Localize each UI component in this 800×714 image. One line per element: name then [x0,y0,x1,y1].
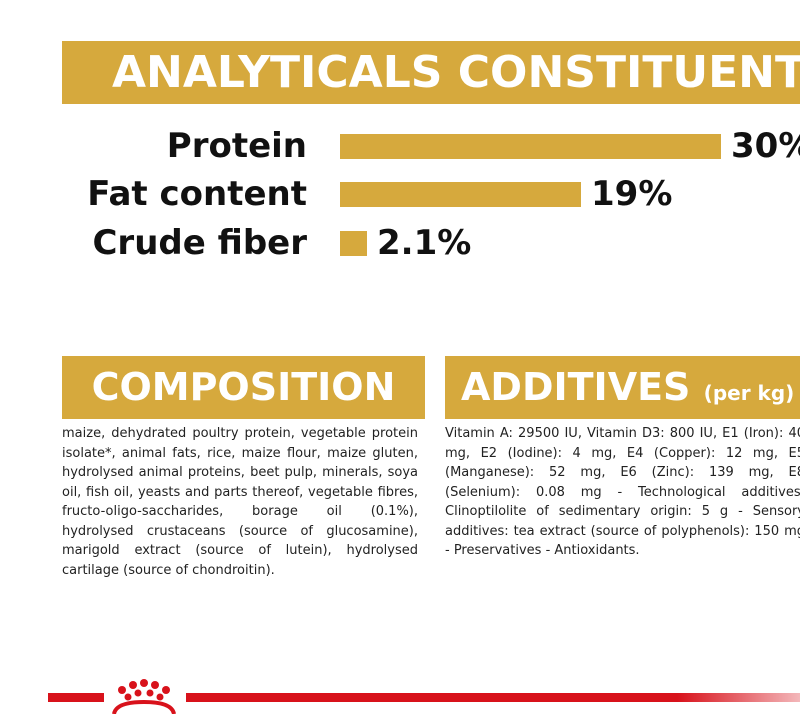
footer-line-right [186,693,800,702]
additives-subtitle: (per kg) [703,381,795,405]
composition-text: maize, dehydrated poultry protein, veget… [62,426,418,578]
analytical-constituents-banner: ANALYTICALS CONSTITUENTS [62,41,800,104]
additives-banner: ADDITIVES (per kg) [445,356,800,419]
nutrient-bar-fat [340,182,581,207]
nutrient-value-protein: 30% [731,126,800,166]
additives-title: ADDITIVES [461,365,691,409]
nutrient-label-fat: Fat content [87,174,307,214]
composition-banner: COMPOSITION [62,356,425,419]
footer-line-left [48,693,104,702]
nutrient-value-fat: 19% [591,174,673,214]
composition-title: COMPOSITION [91,365,396,409]
nutrient-bar-fiber [340,231,367,256]
analytical-title: ANALYTICALS CONSTITUENTS [112,47,800,98]
nutrient-bar-protein [340,134,721,159]
nutrient-label-protein: Protein [166,126,307,166]
nutrient-label-fiber: Crude fiber [92,223,307,263]
royal-crown-icon [112,679,176,714]
nutrient-value-fiber: 2.1% [377,223,472,263]
additives-text: Vitamin A: 29500 IU, Vitamin D3: 800 IU,… [445,426,800,558]
